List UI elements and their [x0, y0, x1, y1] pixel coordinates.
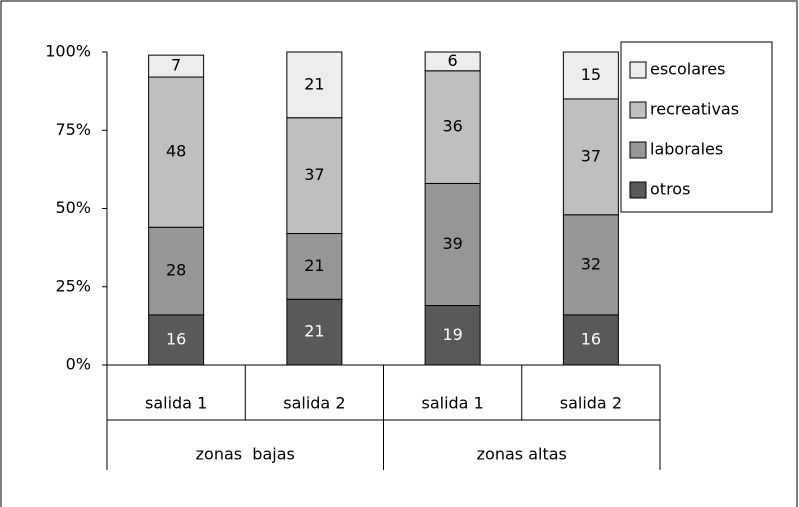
bar-segment — [148, 226, 205, 316]
value-label: 39 — [442, 234, 462, 253]
value-label: 32 — [581, 254, 601, 273]
bar-segment — [286, 298, 343, 366]
value-label: 37 — [581, 146, 601, 165]
value-label: 36 — [442, 117, 462, 136]
x-tick-label: salida 1 — [145, 394, 207, 413]
legend-swatch — [629, 101, 647, 119]
y-tick-label: 100% — [45, 42, 91, 61]
bar-segment — [424, 182, 481, 307]
value-label: 7 — [171, 56, 181, 75]
bar-segment — [562, 314, 619, 366]
bar-segment — [562, 214, 619, 316]
group-label: zonas altas — [477, 445, 567, 464]
value-label: 21 — [304, 256, 324, 275]
bar-segment — [286, 51, 343, 119]
value-label: 48 — [166, 142, 186, 161]
value-label: 16 — [166, 329, 186, 348]
x-tick-label: salida 2 — [283, 394, 345, 413]
bar-segment — [424, 70, 481, 184]
value-label: 28 — [166, 261, 186, 280]
bar-segment — [148, 314, 205, 366]
value-label: 6 — [448, 51, 458, 70]
bar-segment — [148, 54, 205, 78]
y-tick-label: 50% — [55, 198, 91, 217]
y-tick-label: 0% — [66, 355, 91, 374]
bar-segment — [286, 233, 343, 300]
legend-swatch — [629, 61, 647, 79]
y-tick-label: 25% — [55, 276, 91, 295]
bar-segment — [562, 51, 619, 100]
legend-label: laborales — [650, 140, 723, 159]
bar-segment — [148, 76, 205, 228]
bar-segment — [562, 98, 619, 216]
bar-segment — [424, 51, 481, 72]
legend-label: escolares — [650, 60, 725, 79]
x-tick-label: salida 2 — [560, 394, 622, 413]
legend-swatch — [629, 141, 647, 159]
legend-swatch — [629, 181, 647, 199]
value-label: 16 — [581, 329, 601, 348]
value-label: 21 — [304, 74, 324, 93]
value-label: 21 — [304, 322, 324, 341]
x-tick-label: salida 1 — [421, 394, 483, 413]
value-label: 37 — [304, 165, 324, 184]
value-label: 15 — [581, 65, 601, 84]
legend-label: recreativas — [650, 100, 739, 119]
legend-label: otros — [650, 180, 690, 199]
group-label: zonas bajas — [196, 445, 295, 464]
value-label: 19 — [442, 325, 462, 344]
y-tick-label: 75% — [55, 120, 91, 139]
